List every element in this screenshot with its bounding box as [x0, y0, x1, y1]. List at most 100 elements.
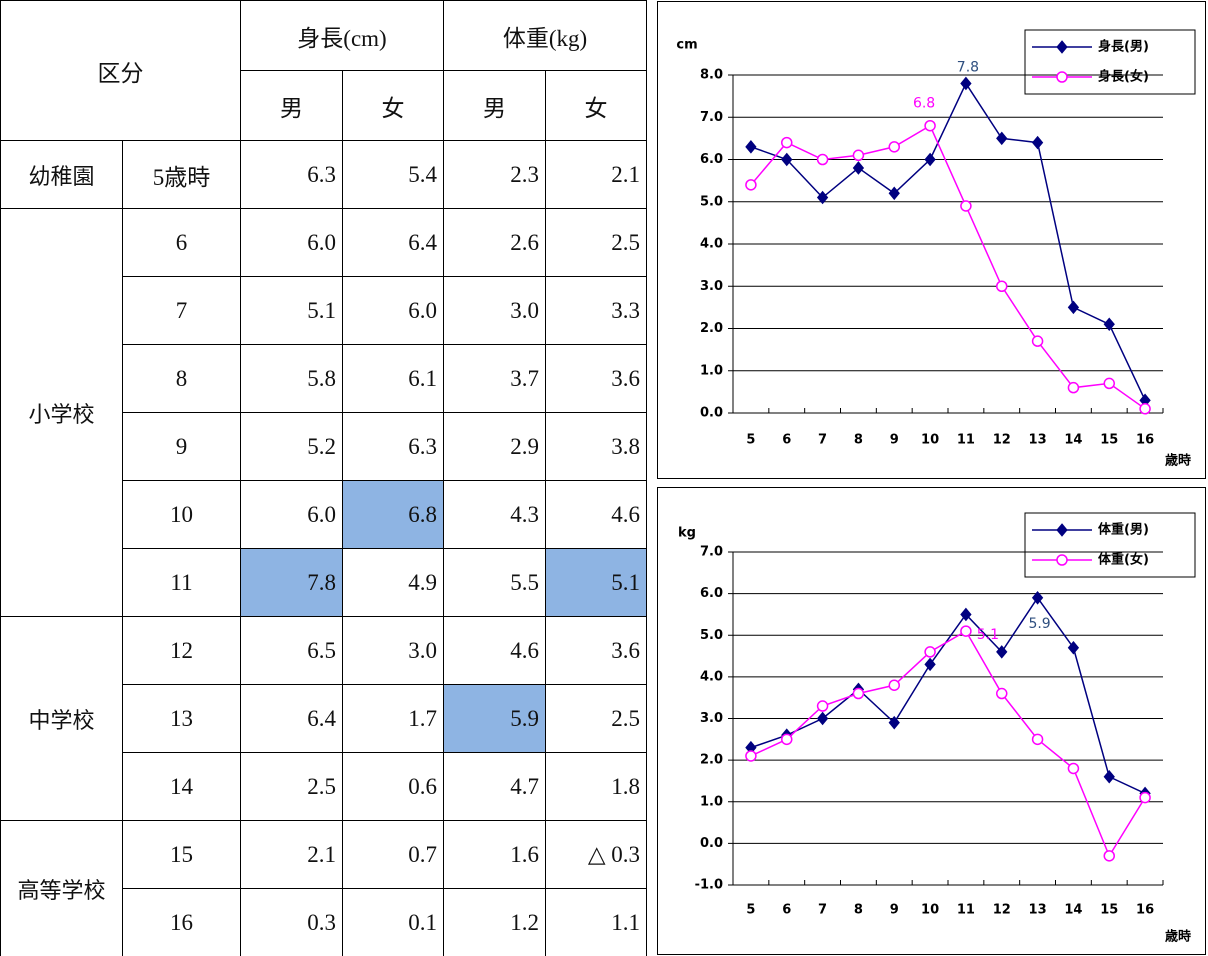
table-row: 8 5.8 6.1 3.7 3.6: [1, 344, 648, 413]
age-cell: 11: [122, 548, 241, 617]
marker: [888, 186, 900, 201]
y-tick-label: 8.0: [700, 68, 723, 83]
series-line: [750, 596, 1146, 795]
marker: [1103, 317, 1115, 332]
marker: [781, 733, 793, 746]
series-line: [750, 630, 1146, 858]
legend-marker: [1056, 71, 1068, 83]
marker: [1139, 403, 1151, 415]
marker: [745, 750, 757, 762]
value-cell: 6.3: [341, 412, 445, 481]
value-cell: 6.8: [341, 480, 445, 549]
marker: [996, 131, 1008, 146]
legend-label: 身長(男): [1098, 39, 1149, 55]
x-tick-label: 16: [1136, 903, 1154, 918]
value-cell: 5.1: [545, 548, 648, 617]
series-line: [750, 124, 1146, 410]
value-cell: 0.3: [240, 888, 343, 956]
marker: [996, 645, 1008, 659]
y-tick-label: 7.0: [700, 110, 723, 125]
value-cell: 5.4: [341, 140, 445, 209]
value-cell: 2.9: [443, 412, 547, 481]
group-cell: 高等学校: [0, 820, 123, 956]
value-cell: 6.0: [240, 480, 343, 549]
y-tick-label: 5.0: [700, 194, 723, 209]
marker: [745, 179, 757, 191]
legend-box: [1024, 29, 1196, 95]
legend-box: [1024, 512, 1196, 578]
marker: [852, 161, 865, 175]
x-tick-label: 9: [890, 433, 899, 448]
marker: [1031, 591, 1044, 605]
chart-frame: [657, 1, 1206, 479]
marker: [924, 657, 936, 672]
y-tick-label: 6.0: [700, 586, 723, 601]
table-row: 10 6.0 6.8 4.3 4.6: [1, 480, 648, 549]
value-cell: 2.3: [443, 140, 547, 209]
x-tick-label: 16: [1136, 433, 1154, 448]
marker: [888, 679, 900, 691]
value-label: 5.9: [1028, 616, 1050, 632]
marker: [1067, 640, 1080, 655]
x-tick-label: 13: [1029, 903, 1047, 918]
table-row: 小学校 6 6.0 6.4 2.6 2.5: [0, 208, 648, 617]
value-cell: 0.7: [341, 820, 445, 889]
value-label: 6.8: [913, 96, 935, 112]
legend-marker: [1056, 40, 1068, 54]
x-tick-label: 14: [1064, 433, 1082, 448]
table-row: 13 6.4 1.7 5.9 2.5: [1, 684, 648, 753]
marker: [1031, 733, 1044, 746]
marker: [816, 190, 829, 205]
y-tick-label: 2.0: [700, 321, 723, 336]
y-tick-label: 5.0: [700, 628, 723, 643]
value-cell: 1.1: [545, 888, 648, 956]
age-cell: 13: [122, 684, 241, 753]
x-tick-label: 11: [957, 903, 975, 918]
y-tick-label: 2.0: [700, 753, 723, 768]
y-tick-label: 4.0: [700, 669, 723, 684]
value-cell: 7.8: [240, 548, 343, 617]
group-cell: 小学校: [0, 208, 123, 617]
y-tick-label: 4.0: [700, 237, 723, 252]
table-row: 11 7.8 4.9 5.5 5.1: [1, 548, 648, 617]
chart-frame: [657, 487, 1206, 955]
table-row: 高等学校 15 2.1 0.7 1.6 △ 0.3: [0, 820, 648, 956]
value-cell: 3.3: [545, 276, 648, 345]
age-cell: 5歳時: [122, 140, 241, 209]
x-tick-label: 8: [854, 903, 863, 918]
value-cell: 2.1: [240, 820, 343, 889]
y-tick-label: 7.0: [700, 545, 723, 560]
value-cell: 4.6: [443, 616, 547, 685]
legend-label: 体重(男): [1098, 522, 1149, 538]
data-table: 区分 身長(cm) 体重(kg) 男 女 男 女 幼稚園 5歳時 6.3 5.4 2.3…: [0, 0, 648, 956]
header-weight: 体重(kg): [443, 0, 648, 71]
marker: [852, 687, 865, 700]
y-tick-label: 3.0: [700, 711, 723, 726]
y-axis-label: cm: [676, 38, 697, 53]
marker: [816, 153, 829, 166]
table-row: 14 2.5 0.6 4.7 1.8: [1, 752, 648, 821]
age-cell: 8: [122, 344, 241, 413]
marker: [1067, 381, 1080, 394]
value-cell: 3.6: [545, 616, 648, 685]
marker: [1139, 791, 1151, 804]
x-tick-label: 15: [1100, 433, 1118, 448]
x-tick-label: 7: [818, 433, 827, 448]
marker: [816, 700, 829, 712]
marker: [996, 280, 1008, 292]
marker: [1067, 762, 1080, 775]
value-cell: 6.1: [341, 344, 445, 413]
value-cell: 1.6: [443, 820, 547, 889]
x-tick-label: 6: [782, 903, 791, 918]
x-tick-label: 13: [1029, 433, 1047, 448]
y-axis-label: kg: [678, 526, 696, 541]
marker: [888, 141, 900, 153]
table-row: 中学校 12 6.5 3.0 4.6 3.6: [0, 616, 648, 821]
value-cell: 4.6: [545, 480, 648, 549]
x-axis-label: 歳時: [1165, 453, 1191, 469]
y-tick-label: -1.0: [695, 878, 723, 893]
y-tick-label: 3.0: [700, 279, 723, 294]
value-cell: △ 0.3: [545, 820, 648, 889]
x-tick-label: 7: [818, 903, 827, 918]
